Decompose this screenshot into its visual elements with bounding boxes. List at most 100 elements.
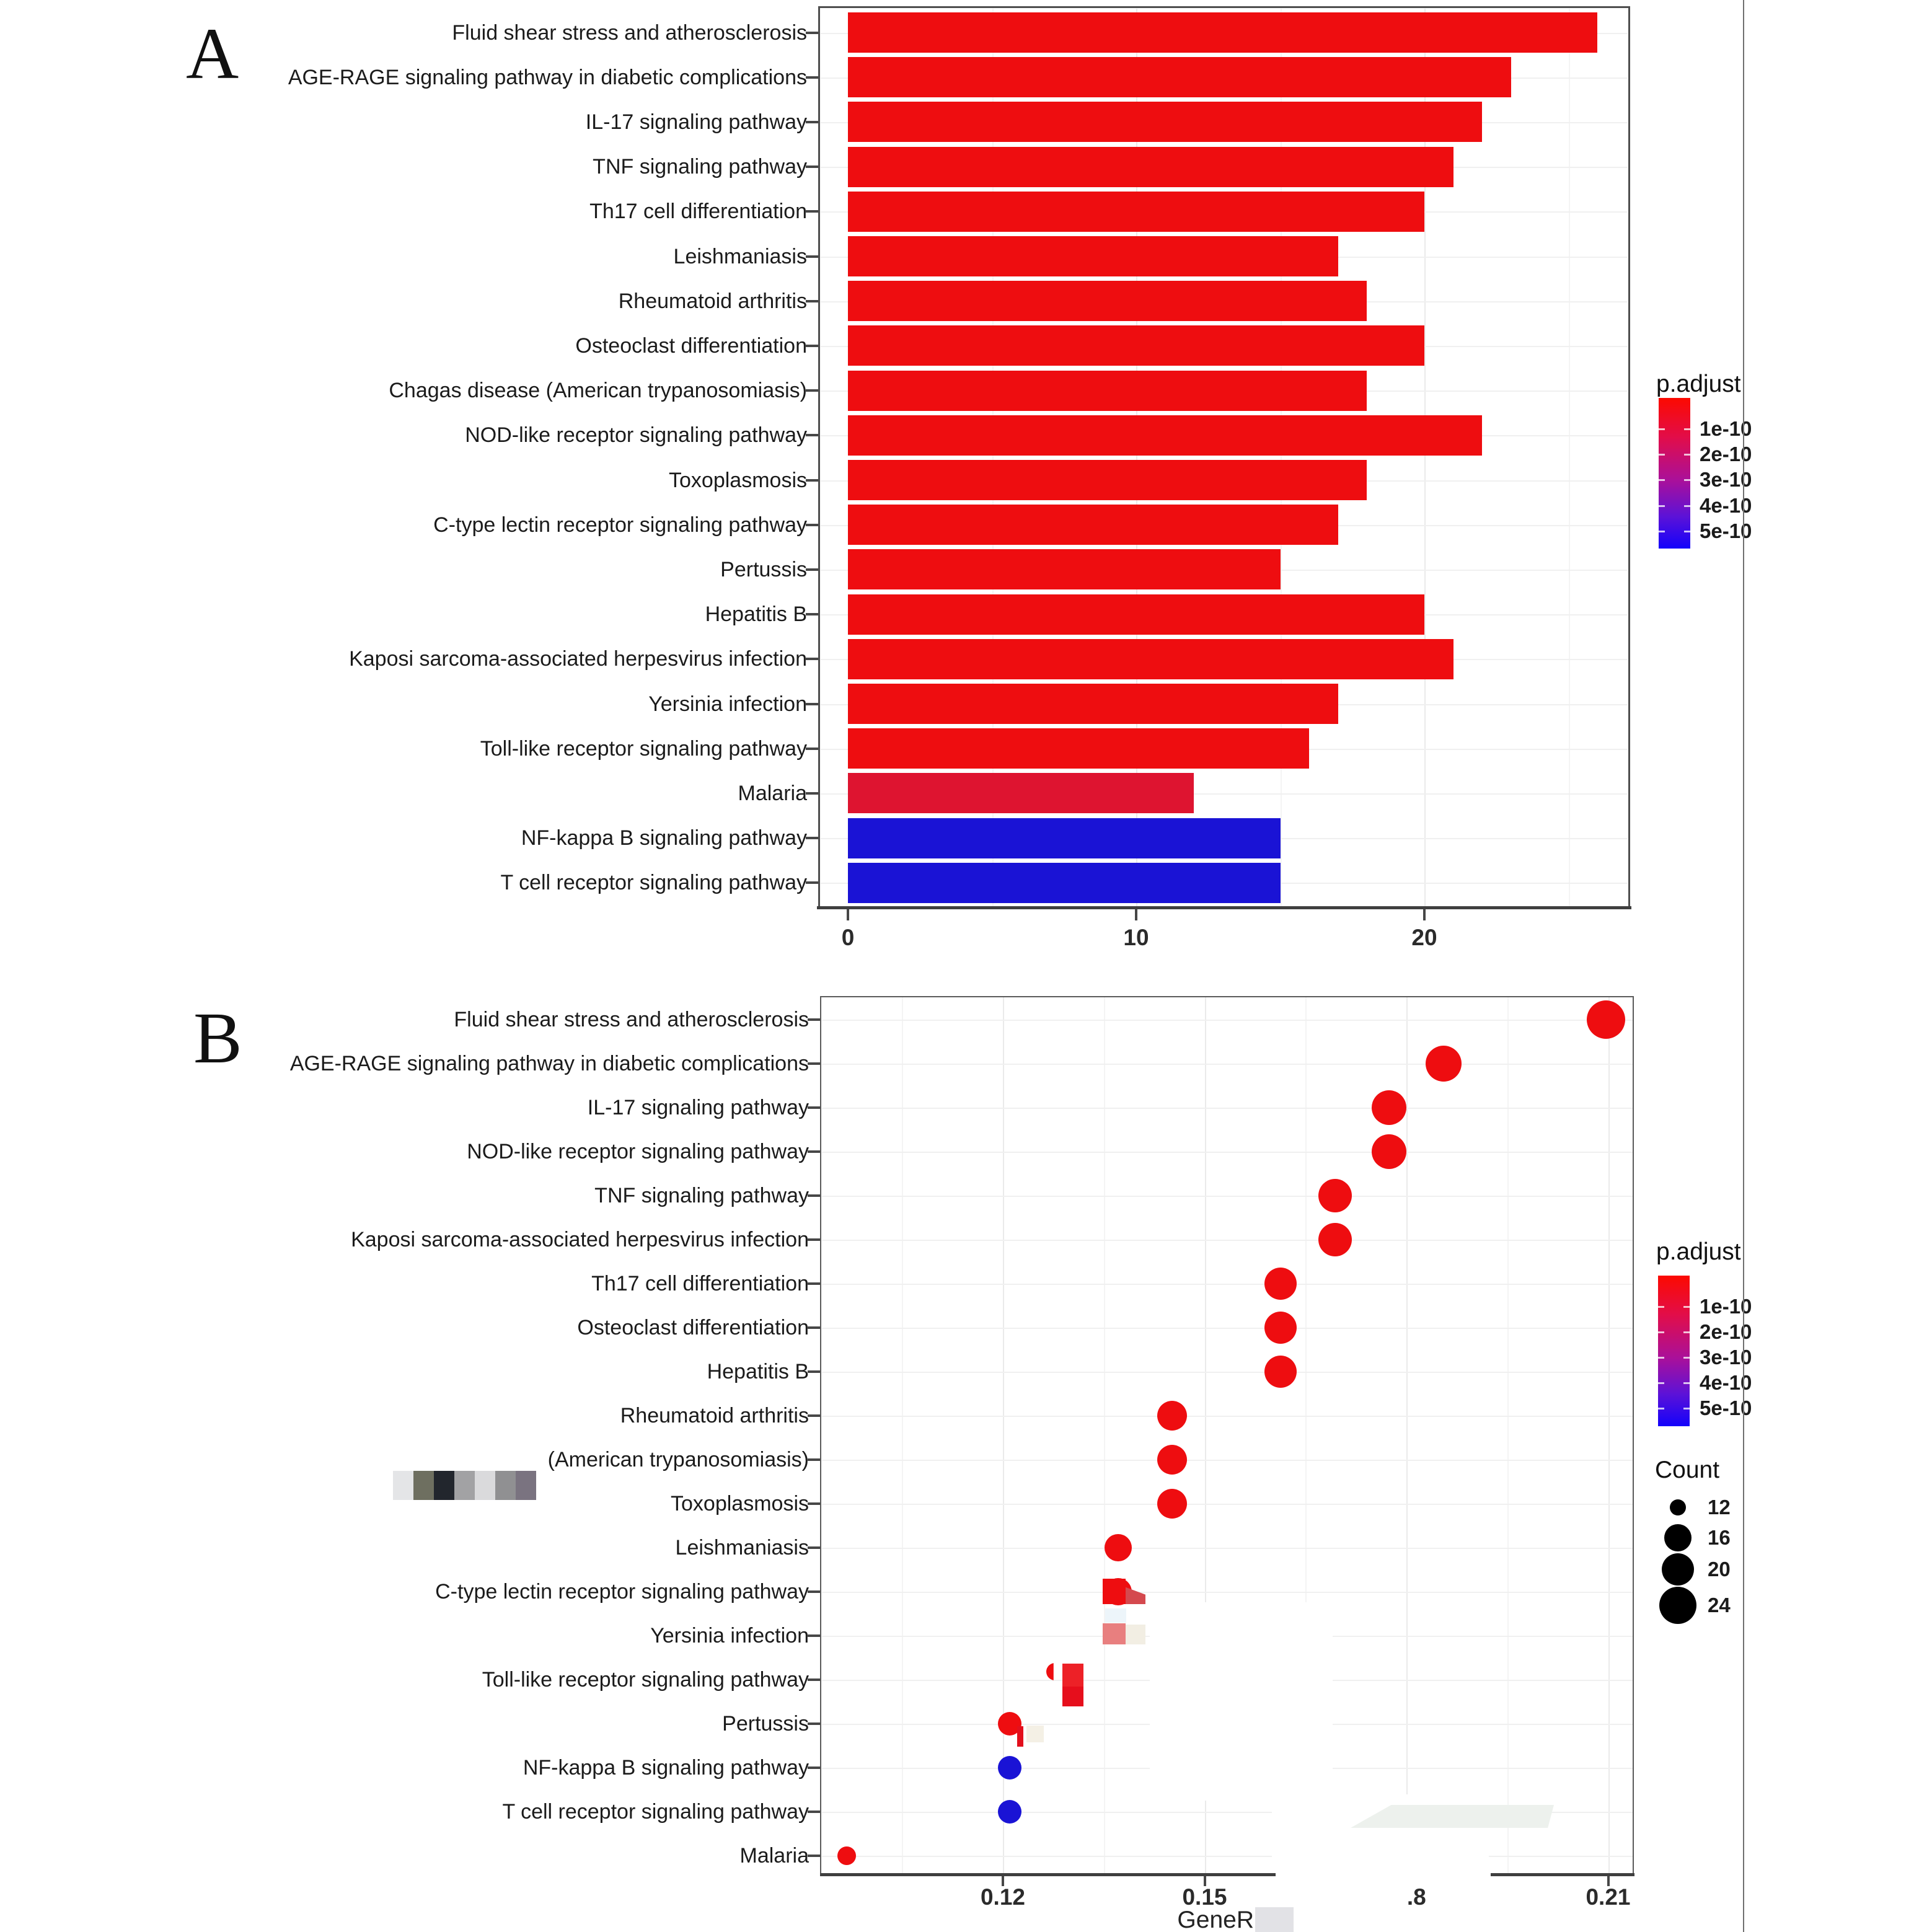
legend-tick-mark [1684,505,1690,507]
x-tick-label: 0.15 [1182,1884,1227,1910]
bar-row [848,191,1424,232]
y-tick-mark [808,1722,820,1725]
data-point-dot [837,1846,857,1865]
y-axis-label: IL-17 signaling pathway [587,1096,809,1119]
x-tick-label: 20 [1411,925,1437,950]
count-legend-title: Count [1655,1457,1720,1483]
data-point-dot [1371,1090,1406,1125]
count-legend-dot [1659,1587,1696,1624]
padjust-legend-title-a: p.adjust [1656,371,1741,397]
data-point-dot [1157,1401,1188,1431]
redaction-pale-block [1026,1726,1044,1742]
y-axis-label: Th17 cell differentiation [589,200,807,224]
bar-row [848,325,1424,366]
y-axis-label: Toll-like receptor signaling pathway [482,1668,809,1692]
y-tick-mark [806,747,818,750]
data-point-dot [1264,1312,1297,1344]
y-axis-label: Leishmaniasis [673,244,807,268]
grid-line-horizontal [822,1064,1633,1065]
y-tick-mark [806,76,818,79]
grid-line-vertical [1103,997,1105,1874]
bar-row [848,370,1367,411]
x-axis-line-segment [820,1873,1276,1876]
count-legend-label: 20 [1708,1558,1731,1581]
legend-tick-mark [1658,1357,1664,1359]
y-tick-mark [806,881,818,884]
y-tick-mark [806,299,818,302]
data-point-dot [1371,1134,1406,1169]
grid-line-vertical [902,997,904,1874]
y-tick-mark [806,255,818,258]
grid-line-horizontal [822,1812,1633,1813]
y-tick-mark [806,165,818,169]
bar-row [848,415,1482,456]
count-legend-label: 16 [1708,1526,1731,1549]
mosaic-square [475,1471,495,1500]
y-axis-label: T cell receptor signaling pathway [502,1800,809,1824]
bar-row [848,728,1309,769]
grid-line-vertical [1568,9,1570,906]
grid-line-vertical [1136,9,1137,906]
y-tick-mark [808,1018,820,1021]
y-axis-label: AGE-RAGE signaling pathway in diabetic c… [289,1052,809,1075]
y-axis-label: Toxoplasmosis [671,1492,809,1515]
y-tick-mark [806,479,818,482]
y-tick-mark [808,1106,820,1109]
legend-tick-mark [1684,428,1690,430]
grid-line-vertical [1406,997,1408,1874]
grid-line-vertical [1507,997,1509,1874]
y-tick-mark [806,434,818,437]
redaction-red-block [1062,1664,1083,1687]
x-tick-mark [1423,909,1426,920]
y-axis-label: Malaria [739,1844,809,1868]
redaction-red-block [1017,1726,1023,1747]
y-axis-label: Osteoclast differentiation [577,1316,809,1339]
legend-tick-mark [1659,505,1665,507]
y-tick-mark [808,1062,820,1065]
y-tick-mark [806,837,818,840]
legend-tick-mark [1659,530,1665,532]
bar-row [848,236,1338,276]
y-tick-mark [806,344,818,347]
x-tick-label: 0.12 [980,1884,1025,1910]
panel-b-letter: B [193,997,242,1078]
y-axis-label: Chagas disease (American trypanosomiasis… [389,379,807,403]
bar-row [848,460,1367,500]
count-legend-label: 24 [1708,1594,1731,1617]
y-tick-mark [808,1767,820,1769]
grid-line-vertical [1608,997,1610,1874]
y-axis-label: Rheumatoid arthritis [618,289,807,313]
grid-line-horizontal [822,1108,1633,1109]
mosaic-square [393,1471,413,1500]
grid-line-vertical [1424,9,1426,906]
y-tick-mark [806,210,818,213]
x-tick-label: 0 [841,925,855,950]
y-tick-mark [808,1238,820,1241]
y-tick-mark [808,1678,820,1681]
redaction-red-block [1103,1579,1126,1604]
mosaic-square [434,1471,454,1500]
y-axis-label: Kaposi sarcoma-associated herpesvirus in… [351,1228,809,1251]
y-axis-label: Toll-like receptor signaling pathway [480,736,807,761]
legend-tick-mark [1658,1306,1664,1308]
y-tick-mark [806,120,818,123]
legend-tick-mark [1683,1382,1690,1384]
mosaic-square [516,1471,536,1500]
y-tick-mark [808,1194,820,1197]
y-axis-label: NOD-like receptor signaling pathway [465,423,807,448]
x-tick-mark [1203,1876,1206,1886]
y-tick-mark [806,702,818,705]
redaction-pale-block [1126,1625,1145,1644]
y-axis-label: NF-kappa B signaling pathway [521,826,807,850]
y-axis-label: C-type lectin receptor signaling pathway [433,513,807,537]
data-point-dot [997,1800,1021,1824]
y-tick-mark [806,613,818,616]
y-tick-mark [806,792,818,795]
legend-tick-mark [1684,530,1690,532]
y-axis-label: Hepatitis B [705,602,807,627]
y-axis-label: TNF signaling pathway [594,1184,809,1207]
grid-line-horizontal [822,1328,1633,1329]
bar-row [848,773,1194,814]
mosaic-square [495,1471,516,1500]
count-legend-label: 12 [1708,1496,1731,1519]
